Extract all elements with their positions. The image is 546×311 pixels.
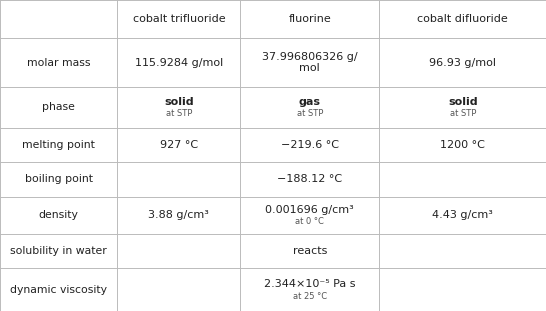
Text: 1200 °C: 1200 °C xyxy=(440,140,485,150)
Text: boiling point: boiling point xyxy=(25,174,93,184)
Text: fluorine: fluorine xyxy=(288,14,331,24)
Text: 3.88 g/cm³: 3.88 g/cm³ xyxy=(149,210,209,220)
Text: 2.344×10⁻⁵ Pa s: 2.344×10⁻⁵ Pa s xyxy=(264,279,355,289)
Text: 4.43 g/cm³: 4.43 g/cm³ xyxy=(432,210,493,220)
Text: melting point: melting point xyxy=(22,140,95,150)
Text: cobalt trifluoride: cobalt trifluoride xyxy=(133,14,225,24)
Text: 0.001696 g/cm³: 0.001696 g/cm³ xyxy=(265,205,354,215)
Text: −188.12 °C: −188.12 °C xyxy=(277,174,342,184)
Text: at 25 °C: at 25 °C xyxy=(293,292,327,301)
Text: solubility in water: solubility in water xyxy=(10,246,107,256)
Text: cobalt difluoride: cobalt difluoride xyxy=(417,14,508,24)
Text: phase: phase xyxy=(42,102,75,112)
Text: at 0 °C: at 0 °C xyxy=(295,216,324,225)
Text: reacts: reacts xyxy=(293,246,327,256)
Text: density: density xyxy=(39,210,79,220)
Text: at STP: at STP xyxy=(296,109,323,118)
Text: 96.93 g/mol: 96.93 g/mol xyxy=(429,58,496,67)
Text: gas: gas xyxy=(299,97,321,107)
Text: 37.996806326 g/
mol: 37.996806326 g/ mol xyxy=(262,52,358,73)
Text: solid: solid xyxy=(448,97,478,107)
Text: dynamic viscosity: dynamic viscosity xyxy=(10,285,107,295)
Text: −219.6 °C: −219.6 °C xyxy=(281,140,339,150)
Text: molar mass: molar mass xyxy=(27,58,91,67)
Text: at STP: at STP xyxy=(449,109,476,118)
Text: solid: solid xyxy=(164,97,194,107)
Text: 115.9284 g/mol: 115.9284 g/mol xyxy=(135,58,223,67)
Text: at STP: at STP xyxy=(165,109,192,118)
Text: 927 °C: 927 °C xyxy=(160,140,198,150)
